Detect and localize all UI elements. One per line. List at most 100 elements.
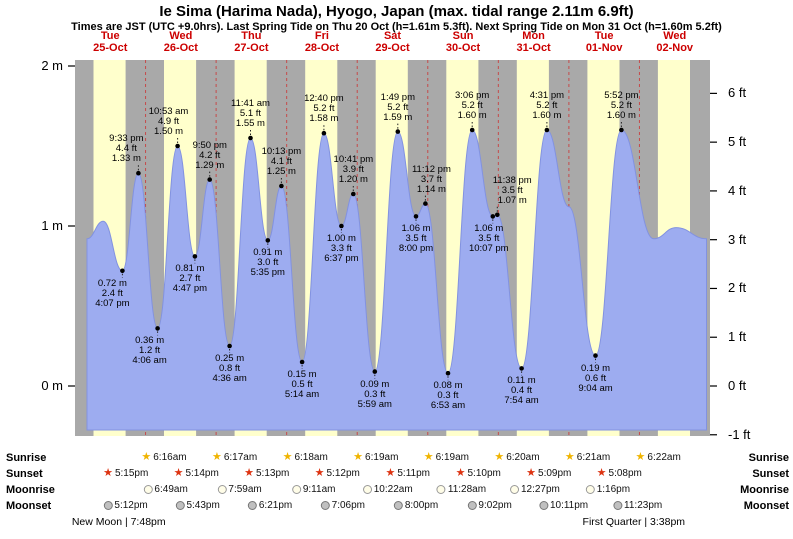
astro-time: 6:17am — [223, 452, 258, 463]
astro-time: 5:12pm — [326, 468, 360, 479]
tide-extreme-marker — [619, 127, 624, 133]
left-axis-label: 1 m — [41, 218, 63, 233]
tide-extreme-marker — [495, 212, 500, 218]
sunset-star: ★ — [526, 467, 537, 479]
high-tide-annotation: 1:49 pm 5.2 ft 1.59 m — [380, 91, 415, 123]
low-tide-annotation: 1.06 m 3.5 ft 10:07 pm — [468, 223, 509, 255]
sunset-event: ★ 5:13pm — [244, 467, 289, 480]
sunset-event: ★ 5:14pm — [173, 467, 219, 480]
moonrise-circle — [362, 485, 372, 494]
moonset-label-left: Moonset — [6, 500, 52, 512]
low-tide-annotation: 0.09 m 0.3 ft 5:59 am — [357, 378, 392, 410]
astro-time: 1:16pm — [596, 484, 631, 495]
astro-time: 7:59am — [228, 484, 262, 495]
day-label: Sat 29-Oct — [375, 30, 409, 54]
day-date: 29-Oct — [375, 42, 410, 54]
day-label: Thu 27-Oct — [234, 30, 268, 54]
low-tide-annotation: 0.25 m 0.8 ft 4:36 am — [212, 353, 247, 384]
moonset-event: 7:06pm — [320, 500, 365, 511]
low-tide-annotation: 0.81 m 2.7 ft 4:47 pm — [172, 263, 208, 295]
moonrise-event: 6:49am — [143, 484, 188, 495]
sunrise-event: ★ 6:18am — [283, 452, 328, 464]
tide-extreme-marker — [445, 370, 451, 376]
sunrise-star: ★ — [211, 451, 222, 463]
sunrise-event: ★ 6:17am — [211, 451, 258, 464]
tide-extreme-marker — [339, 223, 344, 229]
astro-time: 12:27pm — [520, 484, 560, 495]
moonset-circle — [393, 501, 403, 510]
tide-extreme-marker — [423, 201, 428, 206]
tide-extreme-marker — [136, 170, 141, 176]
astro-time: 6:22am — [647, 452, 681, 463]
day-date: 26-Oct — [163, 42, 198, 54]
right-axis-label: 2 ft — [728, 280, 747, 296]
high-tide-annotation: 5:52 pm 5.2 ft 1.60 m — [604, 90, 639, 121]
sunrise-event: ★ 6:16am — [141, 452, 186, 464]
left-axis-label: 2 m — [41, 58, 63, 73]
astro-time: 6:18am — [294, 452, 328, 463]
day-label: Fri 28-Oct — [305, 30, 339, 54]
moonset-circle — [103, 501, 113, 510]
day-name: Wed — [169, 30, 193, 42]
sunset-event: ★ 5:08pm — [597, 468, 642, 480]
sunset-event: ★ 5:10pm — [456, 468, 501, 480]
moonrise-circle — [436, 485, 446, 494]
sunset-event: ★ 5:09pm — [526, 467, 571, 480]
tide-curve — [86, 129, 707, 431]
astro-time: 10:22am — [373, 484, 413, 495]
sunrise-star: ★ — [423, 451, 434, 463]
tide-extreme-marker — [544, 127, 550, 133]
high-tide-annotation: 11:12 pm 3.7 ft 1.14 m — [411, 163, 451, 195]
low-tide-annotation: 1.06 m 3.5 ft 8:00 pm — [398, 223, 434, 255]
astro-time: 6:19am — [435, 452, 469, 463]
day-label: Tue 25-Oct — [93, 30, 127, 54]
right-axis-label: 3 ft — [728, 231, 747, 247]
day-label: Wed 02-Nov — [656, 30, 693, 54]
sunrise-star: ★ — [635, 451, 646, 463]
tide-extreme-marker — [413, 214, 419, 219]
astro-time: 9:11am — [302, 484, 336, 495]
low-tide-annotation: 0.08 m 0.3 ft 6:53 am — [430, 380, 466, 412]
right-axis-label: 5 ft — [728, 134, 747, 150]
day-name: Thu — [241, 30, 262, 42]
high-tide-annotation: 3:06 pm 5.2 ft 1.60 m — [454, 90, 490, 121]
tide-extreme-marker — [265, 238, 271, 243]
high-tide-annotation: 11:38 pm 3.5 ft 1.07 m — [492, 174, 532, 206]
tide-extreme-marker — [248, 135, 253, 141]
moonrise-circle — [217, 485, 227, 494]
sunset-star: ★ — [244, 467, 254, 479]
sunrise-event: ★ 6:22am — [635, 451, 681, 464]
sunset-label-left: Sunset — [6, 468, 43, 480]
moonset-circle — [613, 501, 623, 510]
astro-time: 7:06pm — [331, 500, 365, 511]
astro-time: 6:21pm — [258, 500, 293, 511]
moonset-event: 10:11pm — [538, 500, 588, 511]
astro-time: 5:10pm — [467, 468, 501, 479]
right-axis-label: 1 ft — [728, 329, 747, 345]
high-tide-annotation: 10:53 am 4.9 ft 1.50 m — [148, 106, 189, 137]
astro-time: 5:15pm — [114, 468, 149, 479]
tide-extreme-marker — [299, 359, 305, 365]
moon-phase-label: First Quarter | 3:38pm — [582, 516, 686, 528]
moonset-event: 5:43pm — [175, 500, 220, 511]
right-axis-label: -1 ft — [728, 426, 751, 442]
day-name: Fri — [314, 30, 329, 42]
sunrise-star: ★ — [494, 451, 505, 463]
day-name: Sat — [383, 30, 402, 42]
sunset-star: ★ — [173, 467, 184, 479]
high-tide-annotation: 10:41 pm 3.9 ft 1.20 m — [333, 154, 374, 185]
sunrise-event: ★ 6:19am — [353, 452, 398, 464]
tide-extreme-marker — [175, 143, 180, 149]
moonrise-circle — [291, 485, 301, 494]
sunrise-star: ★ — [564, 451, 575, 463]
tide-extreme-marker — [227, 343, 232, 349]
astro-time: 11:23pm — [624, 500, 663, 511]
tide-extreme-marker — [519, 366, 524, 371]
tide-extreme-marker — [207, 177, 212, 182]
day-date: 28-Oct — [304, 42, 340, 54]
astro-time: 5:43pm — [186, 500, 220, 511]
moonrise-event: 1:16pm — [585, 484, 631, 495]
moonset-label-right: Moonset — [743, 500, 789, 512]
low-tide-annotation: 0.72 m 2.4 ft 4:07 pm — [95, 277, 130, 309]
moonset-circle — [467, 501, 477, 510]
